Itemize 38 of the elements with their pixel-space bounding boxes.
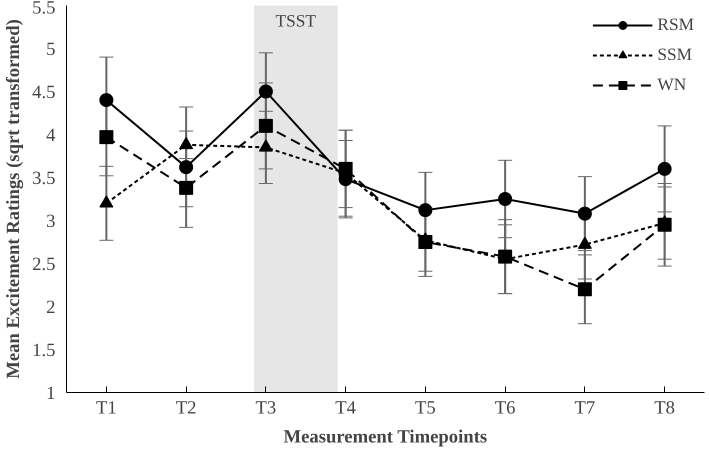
- x-tick-label: T5: [415, 398, 436, 418]
- point: [179, 180, 194, 195]
- y-tick-label: 4: [46, 125, 56, 146]
- point: [578, 206, 592, 221]
- y-tick-label: 2.5: [32, 254, 56, 275]
- legend-label: WN: [657, 75, 686, 95]
- x-tick-label: T7: [574, 398, 596, 418]
- y-tick-label: 1: [46, 383, 56, 404]
- x-axis-title: Measurement Timepoints: [284, 426, 488, 448]
- point: [658, 218, 672, 232]
- legend-label: SSM: [657, 45, 692, 65]
- point: [258, 84, 273, 98]
- y-tick-label: 3.5: [32, 168, 56, 189]
- y-tick-label: 1.5: [32, 340, 56, 361]
- y-tick-label: 4.5: [32, 82, 56, 103]
- x-tick-label: T8: [654, 398, 675, 418]
- x-tick-label: T1: [96, 398, 117, 418]
- y-tick-label: 5: [46, 39, 56, 60]
- point: [418, 235, 432, 249]
- point: [99, 130, 114, 144]
- point: [338, 162, 353, 176]
- point: [498, 192, 512, 206]
- point: [418, 203, 432, 218]
- x-tick-label: T6: [494, 398, 516, 418]
- band-label: TSST: [276, 12, 316, 30]
- y-tick-label: 2: [46, 297, 56, 318]
- x-tick-label: T3: [256, 398, 276, 418]
- x-tick-label: T2: [176, 398, 196, 418]
- y-tick-label: 5.5: [32, 0, 56, 18]
- y-axis-title: Mean Excitement Ratings (sqrt transformed): [3, 19, 24, 379]
- y-tick-label: 3: [46, 211, 56, 232]
- x-tick-label: T4: [335, 398, 357, 418]
- point: [258, 118, 273, 133]
- legend-label: RSM: [657, 15, 694, 35]
- point: [578, 282, 592, 296]
- point: [179, 160, 194, 174]
- point: [99, 93, 114, 108]
- point: [658, 162, 672, 176]
